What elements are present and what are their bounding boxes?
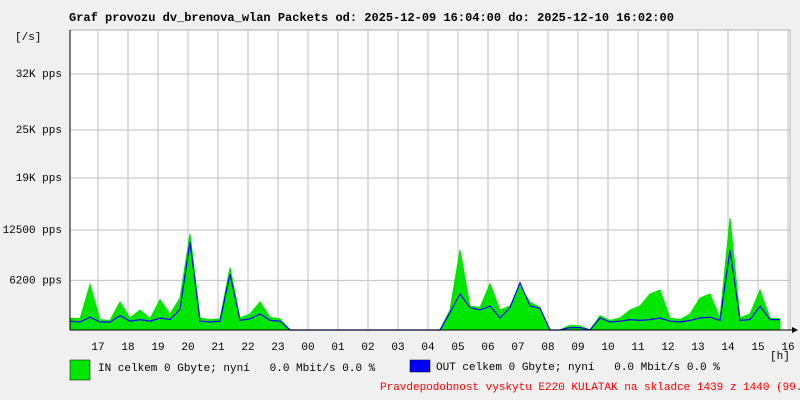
y-tick-label: 32K pps xyxy=(16,69,62,81)
x-tick-label: 14 xyxy=(721,342,735,354)
x-tick-label: 05 xyxy=(451,342,464,354)
legend-label: OUT celkem 0 Gbyte; nyní 0.0 Mbit/s 0.0 … xyxy=(436,362,720,374)
chart-title: Graf provozu dv_brenova_wlan Packets od:… xyxy=(69,11,674,25)
x-tick-label: 22 xyxy=(241,342,254,354)
x-tick-label: 07 xyxy=(511,342,524,354)
x-tick-label: 02 xyxy=(361,342,374,354)
x-axis-arrow xyxy=(792,327,798,333)
x-tick-label: 16 xyxy=(781,342,794,354)
x-tick-label: 01 xyxy=(331,342,345,354)
x-tick-label: 03 xyxy=(391,342,404,354)
x-tick-label: 11 xyxy=(631,342,645,354)
y-tick-label: 6200 pps xyxy=(9,275,62,287)
x-tick-label: 06 xyxy=(481,342,494,354)
plot-area xyxy=(69,29,791,331)
x-tick-label: 00 xyxy=(301,342,314,354)
x-tick-label: 17 xyxy=(91,342,104,354)
x-tick-label: 10 xyxy=(601,342,614,354)
legend-swatch xyxy=(409,359,431,373)
x-tick-label: 21 xyxy=(211,342,225,354)
x-tick-label: 23 xyxy=(271,342,284,354)
x-tick-label: 04 xyxy=(421,342,435,354)
x-tick-label: 18 xyxy=(121,342,134,354)
note: Pravdepodobnost vyskytu E220 KULATAK na … xyxy=(380,382,800,394)
y-unit: [/s] xyxy=(15,32,41,44)
x-tick-label: 09 xyxy=(571,342,584,354)
x-tick-label: 19 xyxy=(151,342,164,354)
y-tick-label: 25K pps xyxy=(16,125,62,137)
x-tick-label: 15 xyxy=(751,342,764,354)
x-tick-label: 20 xyxy=(181,342,194,354)
y-tick-label: 12500 pps xyxy=(3,225,62,237)
x-tick-label: 08 xyxy=(541,342,554,354)
x-tick-label: 13 xyxy=(691,342,704,354)
x-unit: [h] xyxy=(770,351,790,363)
legend-swatch xyxy=(69,359,91,381)
legend-label: IN celkem 0 Gbyte; nyní 0.0 Mbit/s 0.0 % xyxy=(98,363,376,375)
y-tick-label: 19K pps xyxy=(16,173,62,185)
x-tick-label: 12 xyxy=(661,342,674,354)
